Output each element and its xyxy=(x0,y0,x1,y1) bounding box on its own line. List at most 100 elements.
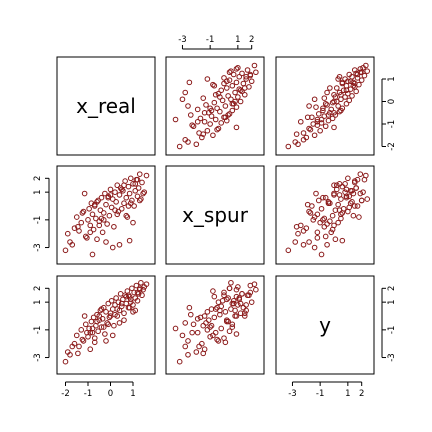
data-point xyxy=(217,94,223,100)
data-point xyxy=(95,197,101,204)
data-point xyxy=(233,104,240,110)
tick-label: 1 xyxy=(235,35,240,45)
tick-label: -3 xyxy=(387,353,397,361)
data-point xyxy=(233,79,240,86)
data-point xyxy=(109,244,116,251)
data-point xyxy=(293,223,300,230)
data-point xyxy=(200,322,207,329)
data-point xyxy=(87,329,94,336)
data-point xyxy=(211,99,218,106)
data-point xyxy=(358,197,365,204)
panel-x_real-vs-y xyxy=(275,56,375,156)
data-point xyxy=(331,109,337,116)
data-point xyxy=(233,66,240,72)
panel-frame xyxy=(165,56,265,156)
data-point xyxy=(103,338,109,344)
data-point xyxy=(75,350,81,357)
data-point xyxy=(349,93,355,99)
data-point xyxy=(67,351,73,358)
data-point xyxy=(311,244,318,251)
data-point xyxy=(321,95,328,101)
data-point xyxy=(328,229,335,236)
panel-x_real-vs-x_spur xyxy=(165,56,265,156)
data-point xyxy=(285,247,292,254)
data-point xyxy=(345,208,351,215)
data-point xyxy=(221,75,227,81)
data-point xyxy=(240,80,247,87)
tick-label: 0 xyxy=(108,389,113,399)
data-point xyxy=(350,212,357,219)
data-point xyxy=(204,127,211,134)
data-point xyxy=(203,320,209,326)
data-point xyxy=(322,123,329,130)
data-point xyxy=(207,324,213,330)
data-point xyxy=(143,172,150,179)
data-point xyxy=(199,340,205,347)
data-point xyxy=(222,103,229,109)
data-point xyxy=(331,190,337,197)
data-point xyxy=(342,181,348,187)
data-point xyxy=(300,136,307,143)
panel-frame xyxy=(56,275,156,375)
data-point xyxy=(251,62,258,69)
data-point xyxy=(91,339,98,346)
bottom-axis-y: -3 -1 1 2 xyxy=(288,381,364,399)
data-point xyxy=(318,251,325,258)
data-point xyxy=(225,318,231,325)
data-point xyxy=(116,320,123,326)
tick-label: 1 xyxy=(387,299,397,304)
data-point xyxy=(105,194,112,201)
data-point xyxy=(237,300,244,307)
data-point xyxy=(126,293,133,300)
data-point xyxy=(76,343,82,350)
data-point xyxy=(98,194,105,201)
data-point xyxy=(314,235,321,241)
data-point xyxy=(313,104,319,110)
data-point xyxy=(233,313,240,319)
data-point xyxy=(222,339,229,346)
data-point xyxy=(345,175,351,182)
data-point xyxy=(69,343,76,350)
data-point xyxy=(335,76,341,82)
data-point xyxy=(243,73,249,80)
tick-label: -1 xyxy=(316,389,324,399)
data-point xyxy=(327,200,333,207)
data-point xyxy=(253,69,259,76)
data-point xyxy=(230,297,237,304)
tick-label: -3 xyxy=(33,353,43,361)
data-point xyxy=(123,194,130,201)
data-point xyxy=(118,300,125,307)
tick-label: -2 xyxy=(61,389,69,399)
data-point xyxy=(219,97,226,104)
tick-label: 1 xyxy=(387,76,397,81)
data-point xyxy=(182,320,189,326)
data-point xyxy=(190,123,197,130)
data-point xyxy=(223,85,230,91)
data-point xyxy=(324,241,330,248)
data-point xyxy=(247,289,254,296)
data-point xyxy=(358,77,365,83)
data-point xyxy=(134,193,141,200)
panel-x_real-vs-x_real: x_real xyxy=(56,56,156,156)
data-point xyxy=(332,207,339,213)
data-point xyxy=(125,203,132,209)
data-point xyxy=(80,338,87,344)
data-point xyxy=(99,315,106,322)
data-point xyxy=(113,199,119,205)
panel-x_spur-vs-x_real xyxy=(56,165,156,265)
data-point xyxy=(320,107,326,114)
data-point xyxy=(113,295,119,301)
data-point xyxy=(342,189,348,195)
data-point xyxy=(185,338,191,344)
data-point xyxy=(105,321,112,328)
tick-label: -1 xyxy=(387,120,397,128)
tick-label: -2 xyxy=(387,142,397,150)
data-point xyxy=(94,318,100,325)
data-point xyxy=(314,122,321,128)
data-point xyxy=(208,322,215,329)
data-point xyxy=(322,100,329,107)
data-point xyxy=(307,126,314,133)
data-point xyxy=(243,307,249,314)
data-point xyxy=(307,210,314,216)
